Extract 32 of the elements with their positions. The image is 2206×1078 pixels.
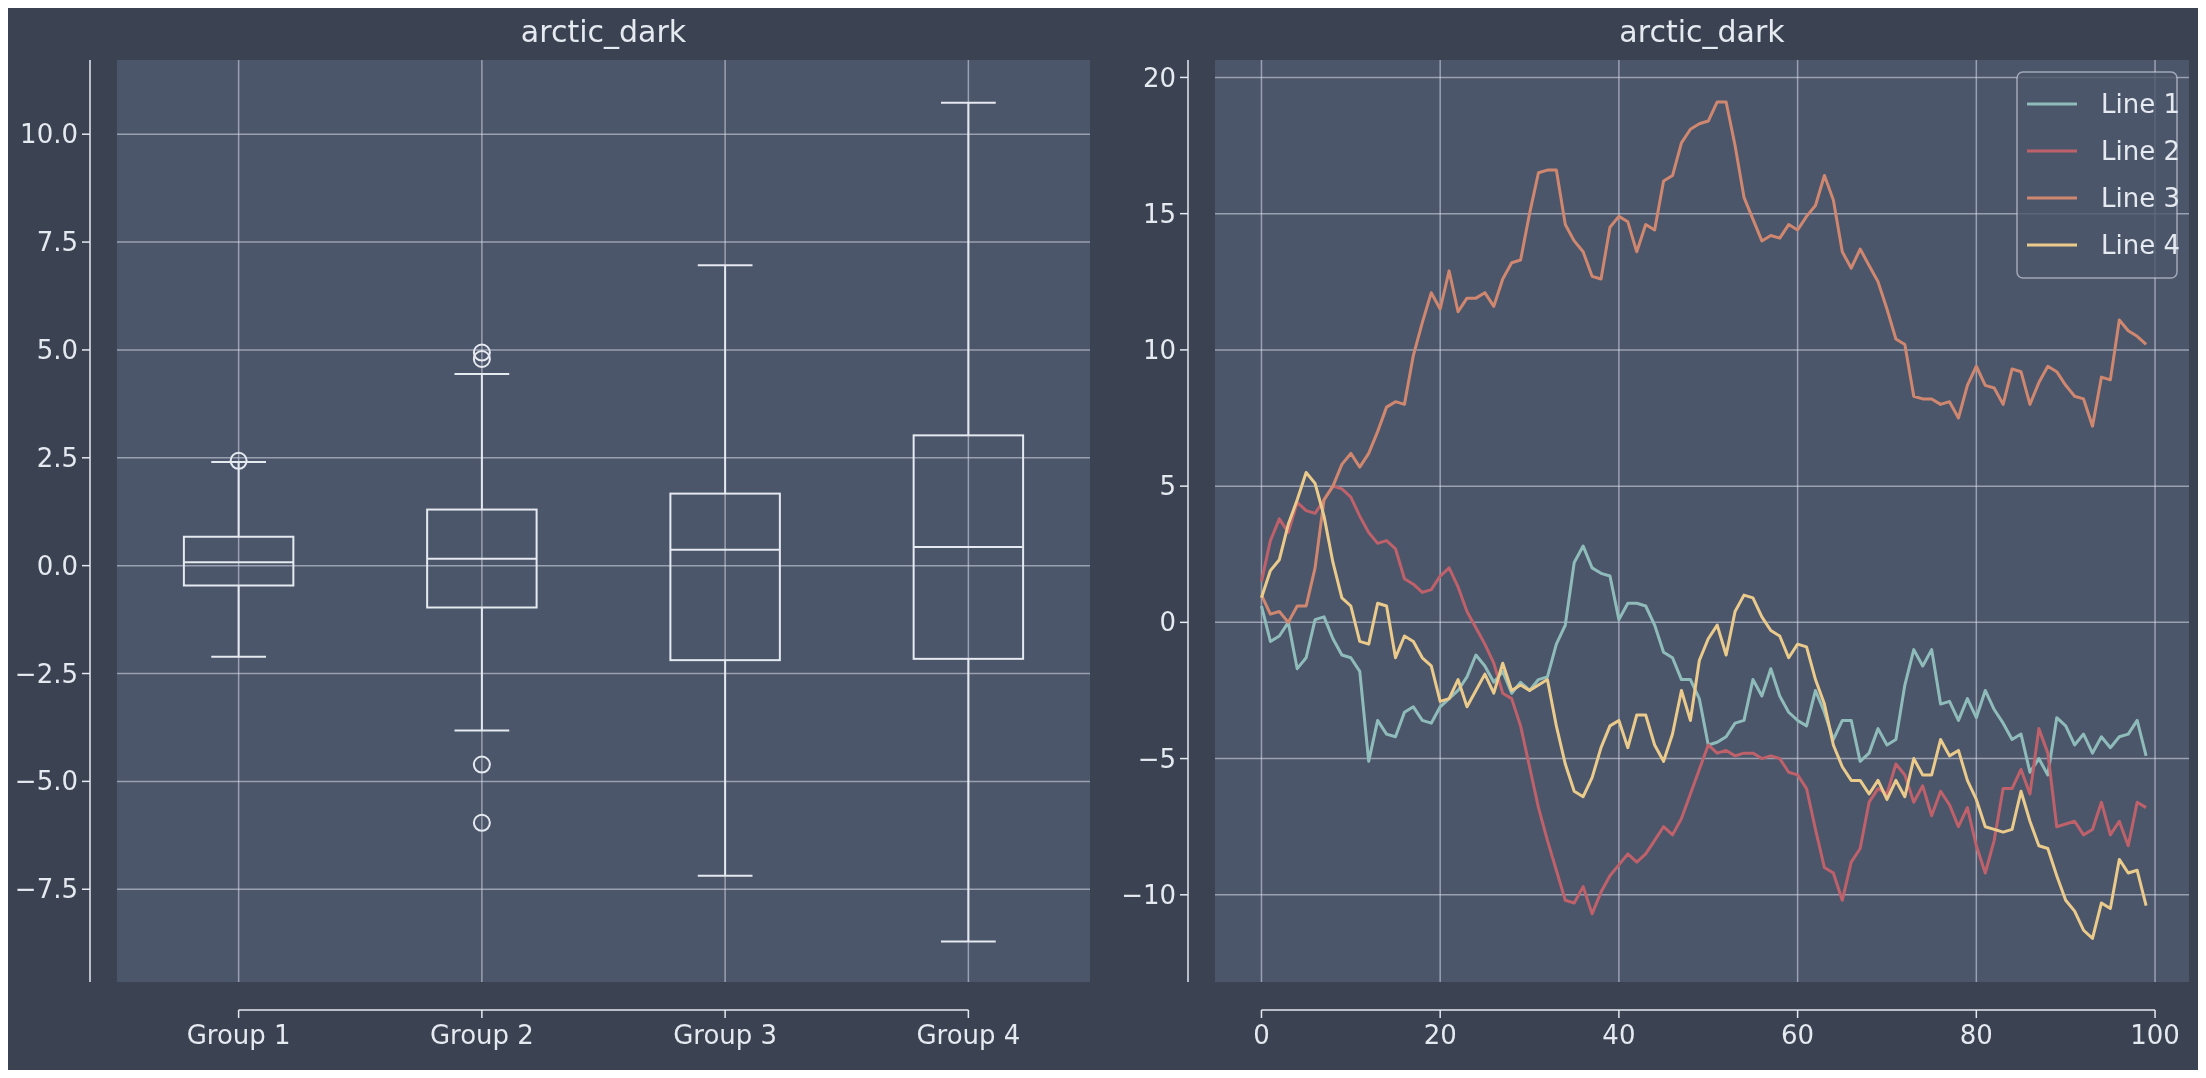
y-tick-label: −7.5 (14, 874, 78, 905)
x-tick-label: Group 2 (429, 1020, 534, 1050)
y-tick-label: 7.5 (36, 227, 78, 258)
y-tick-label: 10 (1142, 335, 1176, 365)
x-tick-label: 60 (1781, 1020, 1815, 1050)
y-tick-label: −2.5 (14, 658, 78, 689)
y-tick-label: 0.0 (36, 550, 78, 581)
x-tick-label: Group 3 (673, 1020, 778, 1050)
y-tick-label: −5 (1137, 743, 1176, 774)
legend-label: Line 1 (2101, 89, 2180, 120)
legend-label: Line 3 (2101, 183, 2180, 214)
chart-title: arctic_dark (520, 14, 687, 49)
x-tick-label: 20 (1423, 1020, 1457, 1050)
line-series (1259, 544, 2148, 777)
y-tick-label: 0 (1159, 607, 1176, 638)
y-tick-label: −5.0 (14, 766, 78, 797)
y-tick-label: 5 (1159, 471, 1176, 502)
x-tick-label: Group 4 (916, 1020, 1021, 1050)
y-tick-label: −10 (1121, 879, 1176, 910)
x-tick-label: 80 (1959, 1020, 1993, 1050)
x-tick-label: 0 (1253, 1020, 1270, 1050)
legend-label: Line 2 (2101, 136, 2180, 167)
y-tick-label: 20 (1142, 62, 1176, 93)
legend-label: Line 4 (2101, 230, 2180, 261)
y-tick-label: 2.5 (36, 442, 78, 473)
chart-title: arctic_dark (1619, 14, 1786, 49)
y-tick-label: 10.0 (20, 119, 78, 150)
x-tick-label: 40 (1602, 1020, 1636, 1050)
x-tick-label: 100 (2130, 1020, 2180, 1050)
x-tick-label: Group 1 (186, 1020, 291, 1050)
y-tick-label: 5.0 (36, 335, 78, 366)
y-tick-label: 15 (1142, 198, 1176, 229)
